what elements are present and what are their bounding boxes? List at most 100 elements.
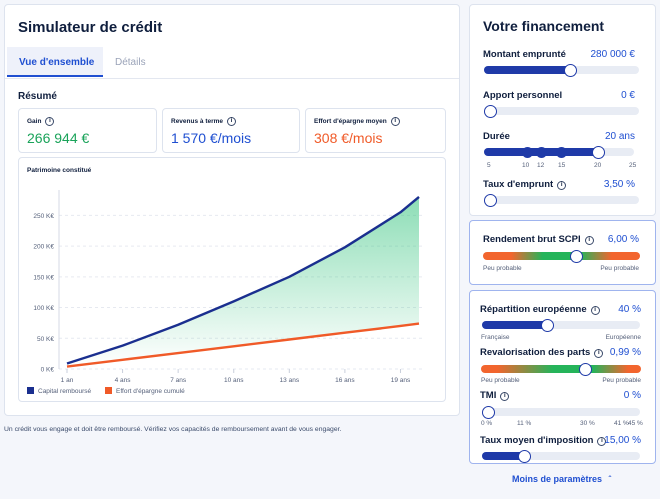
info-icon[interactable]: i: [500, 392, 510, 401]
repartition-value[interactable]: 40 %: [618, 304, 641, 315]
section-title: Résumé: [18, 91, 57, 102]
info-icon[interactable]: i: [590, 306, 600, 315]
x-tick-label: 7 ans: [170, 377, 187, 384]
info-icon[interactable]: i: [584, 236, 594, 245]
rendement-value[interactable]: 6,00 %: [607, 234, 639, 245]
duree-tick: 15: [558, 162, 566, 169]
slider-fill: [482, 321, 550, 329]
label-text: Apport personnel: [483, 90, 563, 101]
x-tick-label: 4 ans: [115, 377, 132, 384]
legend-label: Effort d'épargne cumulé: [116, 388, 185, 395]
montant-value[interactable]: 280 000 €: [590, 49, 636, 60]
info-icon[interactable]: i: [45, 117, 55, 126]
duree-label: Durée: [483, 131, 510, 142]
stat-value: 266 944 €: [27, 130, 90, 146]
stat-label: Gain: [27, 118, 42, 125]
slider-handle[interactable]: [564, 63, 577, 77]
tmi-slider[interactable]: [482, 405, 640, 419]
label-text: Durée: [483, 131, 510, 142]
info-icon[interactable]: i: [557, 181, 567, 190]
info-icon[interactable]: i: [594, 349, 604, 358]
imposition-label: Taux moyen d'imposition i: [480, 435, 607, 446]
imposition-value[interactable]: 15,00 %: [604, 435, 641, 446]
info-icon[interactable]: i: [227, 117, 237, 126]
label-text: Répartition européenne: [480, 304, 587, 315]
apport-slider[interactable]: [484, 104, 639, 118]
x-tick-label: 10 ans: [224, 377, 244, 384]
info-icon[interactable]: i: [597, 437, 607, 446]
apport-value[interactable]: 0 €: [621, 90, 635, 101]
duree-tick: 5: [487, 162, 491, 169]
montant-label: Montant emprunté: [483, 49, 566, 60]
legend-label: Capital remboursé: [38, 388, 92, 395]
slider-handle[interactable]: [484, 193, 497, 207]
repartition-low: Française: [481, 334, 510, 341]
rendement-low: Peu probable: [483, 265, 522, 272]
taux-label: Taux d'emprunt i: [483, 179, 567, 190]
taux-slider[interactable]: [484, 193, 639, 207]
label-text: Taux moyen d'imposition: [480, 435, 594, 446]
tab-vue-ensemble[interactable]: Vue d'ensemble: [7, 47, 103, 77]
revalorisation-high: Peu probable: [602, 377, 641, 384]
duree-value[interactable]: 20 ans: [604, 131, 635, 142]
stat-gain: Gain i 266 944 €: [18, 108, 157, 153]
tmi-tick: 30 %: [580, 420, 595, 427]
stat-label: Revenus à terme: [171, 118, 224, 125]
duree-tick: 20: [594, 162, 602, 169]
financement-title: Votre financement: [483, 18, 605, 34]
y-tick-label: 50 K€: [37, 336, 54, 343]
tmi-value[interactable]: 0 %: [623, 390, 641, 401]
toggle-params-button[interactable]: Moins de paramètres ˆ: [512, 474, 611, 484]
rendement-card: Rendement brut SCPI i 6,00 % Peu probable…: [469, 220, 656, 285]
legend-swatch: [27, 387, 34, 394]
rendement-label: Rendement brut SCPI i: [483, 234, 594, 245]
chart: 0 K€ 50 K€ 100 K€ 150 K€ 200 K€ 250 K€ 1 an 4 a…: [33, 190, 424, 384]
duree-tick: 10: [522, 162, 530, 169]
apport-label: Apport personnel: [483, 90, 562, 101]
stat-value: 308 €/mois: [314, 130, 383, 146]
x-tick-label: 13 ans: [280, 377, 300, 384]
legend-effort: Effort d'épargne cumulé: [105, 387, 185, 395]
page-title: Simulateur de crédit: [18, 19, 163, 36]
tab-label: Vue d'ensemble: [19, 57, 95, 68]
label-text: TMI: [480, 390, 497, 401]
x-tick-label: 19 ans: [391, 377, 411, 384]
slider-handle[interactable]: [592, 145, 605, 159]
repartition-high: Européenne: [605, 334, 641, 341]
imposition-slider[interactable]: [482, 449, 640, 463]
legend-swatch: [105, 387, 112, 394]
chart-card: Patrimoine constitué 0 K€ 50 K€ 100 K€ 150 …: [18, 157, 446, 402]
slider-fill: [482, 452, 526, 460]
tmi-tick: 0 %: [481, 420, 493, 427]
revalorisation-value[interactable]: 0,99 %: [609, 347, 641, 358]
slider-handle[interactable]: [518, 449, 531, 463]
stat-revenus: Revenus à terme i 1 570 €/mois: [162, 108, 300, 153]
slider-handle[interactable]: [541, 318, 554, 332]
slider-handle[interactable]: [579, 362, 592, 376]
tmi-label: TMI i: [480, 390, 510, 401]
slider-handle[interactable]: [570, 249, 583, 263]
taux-value[interactable]: 3,50 %: [603, 179, 635, 190]
slider-fill: [484, 66, 571, 74]
slider-handle[interactable]: [482, 405, 495, 419]
tab-label: Détails: [115, 57, 146, 68]
y-tick-label: 0 K€: [41, 367, 55, 374]
financement-card: Votre financement Montant emprunté 280 0…: [469, 4, 656, 216]
legend-capital: Capital remboursé: [27, 387, 91, 395]
revalorisation-slider[interactable]: [481, 362, 641, 376]
tab-details[interactable]: Détails: [105, 47, 165, 77]
rendement-high: Peu probable: [600, 265, 639, 272]
x-tick-label: 16 ans: [335, 377, 355, 384]
montant-slider[interactable]: [484, 63, 639, 77]
info-icon[interactable]: i: [390, 117, 400, 126]
options-card: Répartition européenne i 40 % Française E…: [469, 290, 656, 464]
toggle-label: Moins de paramètres: [512, 474, 603, 484]
repartition-slider[interactable]: [482, 318, 640, 332]
duree-slider[interactable]: [484, 145, 634, 159]
label-text: Rendement brut SCPI: [483, 234, 581, 245]
x-tick-label: 1 an: [61, 377, 74, 384]
series-line-capital: [66, 196, 420, 365]
slider-handle[interactable]: [484, 104, 497, 118]
rendement-slider[interactable]: [483, 249, 640, 263]
revalorisation-label: Revalorisation des parts i: [480, 347, 604, 358]
